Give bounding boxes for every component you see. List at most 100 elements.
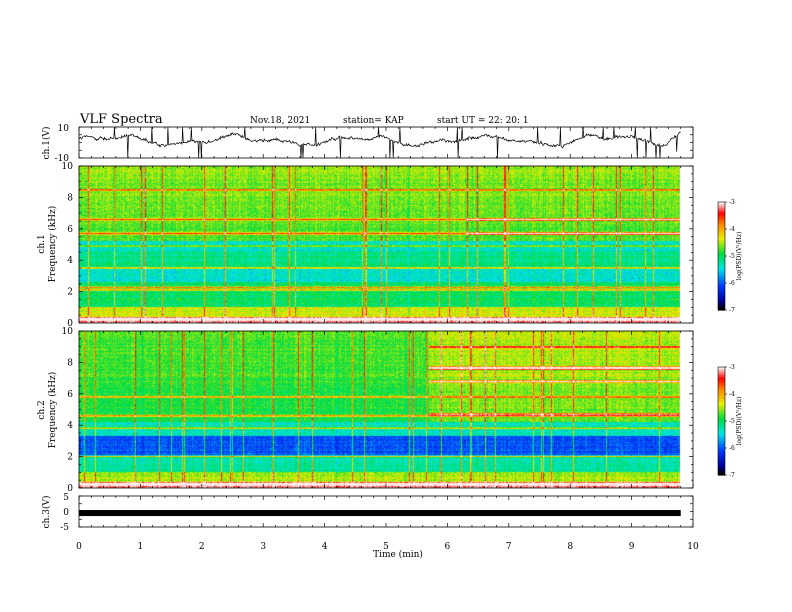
y-tick-label: 4 xyxy=(67,256,73,266)
colorbar-swatch xyxy=(718,266,725,269)
colorbar-swatch xyxy=(718,216,725,219)
ch1-spectrogram-ticks xyxy=(78,166,694,323)
ch1-waveform-line xyxy=(78,126,681,159)
colorbar-swatch xyxy=(718,306,725,309)
colorbar-swatch xyxy=(718,415,725,418)
colorbar-swatch xyxy=(718,411,725,414)
colorbar-swatch xyxy=(718,308,725,311)
colorbar-swatch xyxy=(718,286,725,289)
colorbar-swatch xyxy=(718,381,725,384)
colorbar-swatch xyxy=(718,204,725,207)
colorbar-swatch xyxy=(718,451,725,454)
colorbar-swatch xyxy=(718,467,725,470)
colorbar-tick-label: -5 xyxy=(729,253,735,260)
colorbar-swatch xyxy=(718,433,725,436)
colorbar-swatch xyxy=(718,206,725,209)
x-tick-label: 8 xyxy=(567,542,573,552)
colorbar-swatch xyxy=(718,304,725,307)
colorbar-swatch xyxy=(718,385,725,388)
colorbar-tick-label: -5 xyxy=(729,418,735,425)
colorbar-swatch xyxy=(718,214,725,217)
colorbar-swatch xyxy=(718,427,725,430)
colorbar-swatch xyxy=(718,210,725,213)
y-tick-label: 0 xyxy=(67,319,73,329)
colorbar-swatch xyxy=(718,232,725,235)
colorbar-swatch xyxy=(718,393,725,396)
ch1-spectrogram-image xyxy=(79,166,693,323)
colorbar-swatch xyxy=(718,294,725,297)
colorbar-swatch xyxy=(718,228,725,231)
colorbar-tick-label: -4 xyxy=(729,391,735,398)
colorbar-swatch xyxy=(718,373,725,376)
colorbar-swatch xyxy=(718,383,725,386)
colorbar-swatch xyxy=(718,367,725,370)
ch1-ytick-bottom: -10 xyxy=(55,154,70,164)
ch2-spectrogram-ylabel-channel: ch.2 xyxy=(37,400,47,419)
colorbar-swatch xyxy=(718,457,725,460)
y-tick-label: 8 xyxy=(67,193,73,203)
ch2-spectrogram-image xyxy=(79,331,693,488)
colorbar-tick-label: -7 xyxy=(729,472,735,479)
colorbar-swatch xyxy=(718,435,725,438)
colorbar-swatch xyxy=(718,296,725,299)
y-tick-label: 8 xyxy=(67,358,73,368)
x-axis-tick-labels: 0 1 2 3 4 5 6 7 8 9 10 xyxy=(76,542,699,552)
colorbar-swatch xyxy=(718,387,725,390)
colorbar-swatch xyxy=(718,369,725,372)
ch1-waveform-ticks xyxy=(78,126,694,159)
colorbar-swatch xyxy=(718,282,725,285)
colorbar-label: log(PSD)(V²/Hz) xyxy=(736,232,743,281)
colorbar-swatch xyxy=(718,238,725,241)
colorbar-tick-label: -3 xyxy=(729,199,735,206)
ch1-waveform-ylabel: ch.1(V) xyxy=(41,127,52,160)
colorbar-swatch xyxy=(718,300,725,303)
colorbar-swatch xyxy=(718,246,725,249)
colorbar-tick-label: -6 xyxy=(729,280,735,287)
colorbar-swatch xyxy=(718,224,725,227)
ch3-waveform-line xyxy=(79,510,681,517)
colorbar-swatch xyxy=(718,371,725,374)
station-label: station= KAP xyxy=(343,116,404,126)
colorbar-swatch xyxy=(718,447,725,450)
colorbar-swatch xyxy=(718,258,725,261)
colorbar-swatch xyxy=(718,208,725,211)
colorbar-swatch xyxy=(718,405,725,408)
colorbar-swatch xyxy=(718,449,725,452)
ch3-waveform-ylabel: ch.3(V) xyxy=(41,496,52,529)
ch1-spectrogram-panel: 0 2 4 6 8 10 ch.1 Frequency (kHz) -3 -4 -5 -6 -7 l… xyxy=(37,162,743,329)
colorbar-swatch xyxy=(718,264,725,267)
y-tick-label: 6 xyxy=(67,225,73,235)
colorbar-swatch xyxy=(718,292,725,295)
colorbar-swatch xyxy=(718,463,725,466)
ch3-ytick-zero: 0 xyxy=(63,508,69,518)
y-tick-label: 2 xyxy=(67,288,73,298)
colorbar-swatch xyxy=(718,453,725,456)
ch2-spectrogram-ticks xyxy=(78,331,694,488)
y-tick-label: 0 xyxy=(67,484,73,494)
colorbar-swatch xyxy=(718,260,725,263)
start-time-label: start UT = 22: 20: 1 xyxy=(437,116,529,126)
x-tick-label: 4 xyxy=(322,542,328,552)
colorbar-swatch xyxy=(718,429,725,432)
colorbar-swatch xyxy=(718,413,725,416)
x-tick-label: 5 xyxy=(383,542,389,552)
ch2-spectrogram-panel: 0 2 4 6 8 10 ch.2 Frequency (kHz) -3 -4 -5 -6 -7 l… xyxy=(37,327,743,494)
colorbar-tick-label: -4 xyxy=(729,226,735,233)
colorbar-swatch xyxy=(718,290,725,293)
colorbar-swatch xyxy=(718,234,725,237)
colorbar-label: log(PSD)(V²/Hz) xyxy=(736,397,743,446)
colorbar-swatch xyxy=(718,461,725,464)
colorbar-swatch xyxy=(718,389,725,392)
colorbar-swatch xyxy=(718,399,725,402)
colorbar-swatch xyxy=(718,274,725,277)
colorbar-swatch xyxy=(718,375,725,378)
ch1-ytick-top: 10 xyxy=(58,124,70,134)
ch3-ytick-top: 5 xyxy=(63,493,69,503)
figure-title: VLF Spectra xyxy=(79,112,163,127)
colorbar-tick-label: -3 xyxy=(729,364,735,371)
colorbar-swatch xyxy=(718,401,725,404)
colorbar-swatch xyxy=(718,262,725,265)
x-tick-label: 6 xyxy=(445,542,451,552)
colorbar-swatch xyxy=(718,397,725,400)
